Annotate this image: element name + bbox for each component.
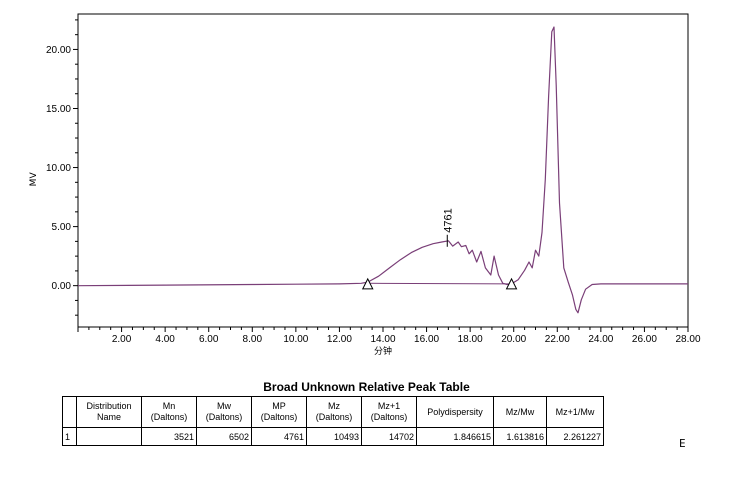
x-tick-label: 4.00 (155, 334, 175, 345)
cell-polydispersity: 1.846615 (416, 427, 494, 446)
cell-mz-mw: 1.613816 (493, 427, 547, 446)
cell-distribution-name (76, 427, 142, 446)
y-tick-label: 20.00 (46, 45, 71, 56)
page-mark: E (679, 437, 686, 450)
x-tick-label: 18.00 (458, 334, 483, 345)
cell-mz: 10493 (306, 427, 362, 446)
y-tick-label: 10.00 (46, 163, 71, 174)
x-tick-label: 14.00 (370, 334, 395, 345)
x-tick-label: 28.00 (675, 334, 700, 345)
integration-marker (505, 277, 518, 290)
x-tick-label: 22.00 (545, 334, 570, 345)
cell-mz1: 14702 (361, 427, 417, 446)
integration-marker (361, 277, 374, 290)
x-tick-label: 6.00 (199, 334, 219, 345)
col-header-mz1-mw: Mz+1/Mw (546, 396, 604, 428)
signal-trace-line (77, 26, 688, 314)
cell-mn: 3521 (141, 427, 197, 446)
x-tick-label: 26.00 (632, 334, 657, 345)
peak-table: Distribution Name Mn (Daltons) Mw (Dalto… (62, 396, 604, 446)
peak-table-header-row: Distribution Name Mn (Daltons) Mw (Dalto… (62, 396, 604, 428)
table-row: 1 3521 6502 4761 10493 14702 1.846615 1.… (62, 427, 604, 446)
y-tick-label: 5.00 (52, 222, 72, 233)
col-header-mz-mw: Mz/Mw (493, 396, 547, 428)
x-tick-label: 24.00 (588, 334, 613, 345)
x-tick-label: 16.00 (414, 334, 439, 345)
y-tick-label: 0.00 (52, 281, 72, 292)
peak-table-title: Broad Unknown Relative Peak Table (263, 380, 470, 394)
x-tick-label: 8.00 (243, 334, 263, 345)
col-header-mz1: Mz+1 (Daltons) (361, 396, 417, 428)
x-tick-label: 12.00 (327, 334, 352, 345)
x-axis-title: 分钟 (374, 345, 392, 357)
col-header-mn: Mn (Daltons) (141, 396, 197, 428)
peak-label: 4761 (442, 208, 454, 232)
cell-mw: 6502 (196, 427, 252, 446)
col-header-distribution-name: Distribution Name (76, 396, 142, 428)
chromatogram-chart: 2.00 4.00 6.00 8.00 10.00 12.00 14.00 16.00 18.0… (29, 13, 701, 357)
col-header-index (62, 396, 77, 428)
y-axis-title: MV (29, 172, 39, 187)
cell-index: 1 (62, 427, 77, 446)
integration-baseline (367, 282, 512, 285)
col-header-mw: Mw (Daltons) (196, 396, 252, 428)
cell-mp: 4761 (251, 427, 307, 446)
col-header-mz: Mz (Daltons) (306, 396, 362, 428)
x-tick-label: 10.00 (283, 334, 308, 345)
x-tick-label: 2.00 (112, 334, 132, 345)
x-tick-label: 20.00 (501, 334, 526, 345)
col-header-polydispersity: Polydispersity (416, 396, 494, 428)
plot-frame (77, 13, 689, 328)
cell-mz1-mw: 2.261227 (546, 427, 604, 446)
y-tick-label: 15.00 (46, 104, 71, 115)
col-header-mp: MP (Daltons) (251, 396, 307, 428)
